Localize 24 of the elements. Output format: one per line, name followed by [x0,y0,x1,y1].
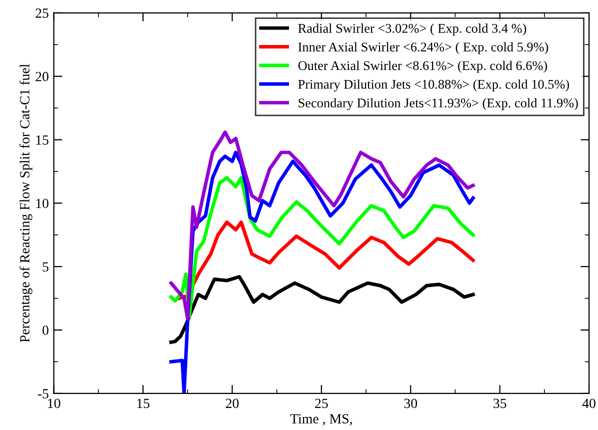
line-series [169,130,475,320]
x-tick-label: 25 [315,398,328,408]
y-tick-label: 5 [42,262,48,272]
y-tick-label: 15 [36,135,48,145]
legend-label: Inner Axial Swirler <6.24%> ( Exp. cold 5.9%) [298,42,548,54]
x-tick-label: 15 [137,398,150,408]
line-series [169,275,475,344]
line-series [176,220,475,300]
legend-label: Outer Axial Swirler <8.61%> (Exp. cold 6.6%) [298,60,547,73]
x-tick-label: 30 [404,398,418,408]
x-tick-label: 40 [582,398,596,408]
x-axis-title: Time , MS, [290,414,352,426]
x-tick-label: 20 [226,398,239,408]
y-tick-label: -5 [38,389,48,398]
y-tick-label: 0 [42,326,48,335]
y-tick-label: 10 [36,198,48,208]
legend-label: Radial Swirler <3.02%> ( Exp. cold 3.4 %) [298,24,526,36]
y-tick-label: 20 [36,72,48,82]
y-axis-title: Percentage of Reacting Flow Split for Cat-C1 fuel [20,64,32,342]
legend-label: Secondary Dilution Jets<11.93%> (Exp. cold 11.9%) [298,98,578,110]
legend-label: Primary Dilution Jets <10.88%> (Exp. cold 10.5%) [298,79,570,92]
y-tick-label: 25 [36,8,48,18]
line-series [169,176,475,318]
x-tick-label: 35 [494,398,506,408]
